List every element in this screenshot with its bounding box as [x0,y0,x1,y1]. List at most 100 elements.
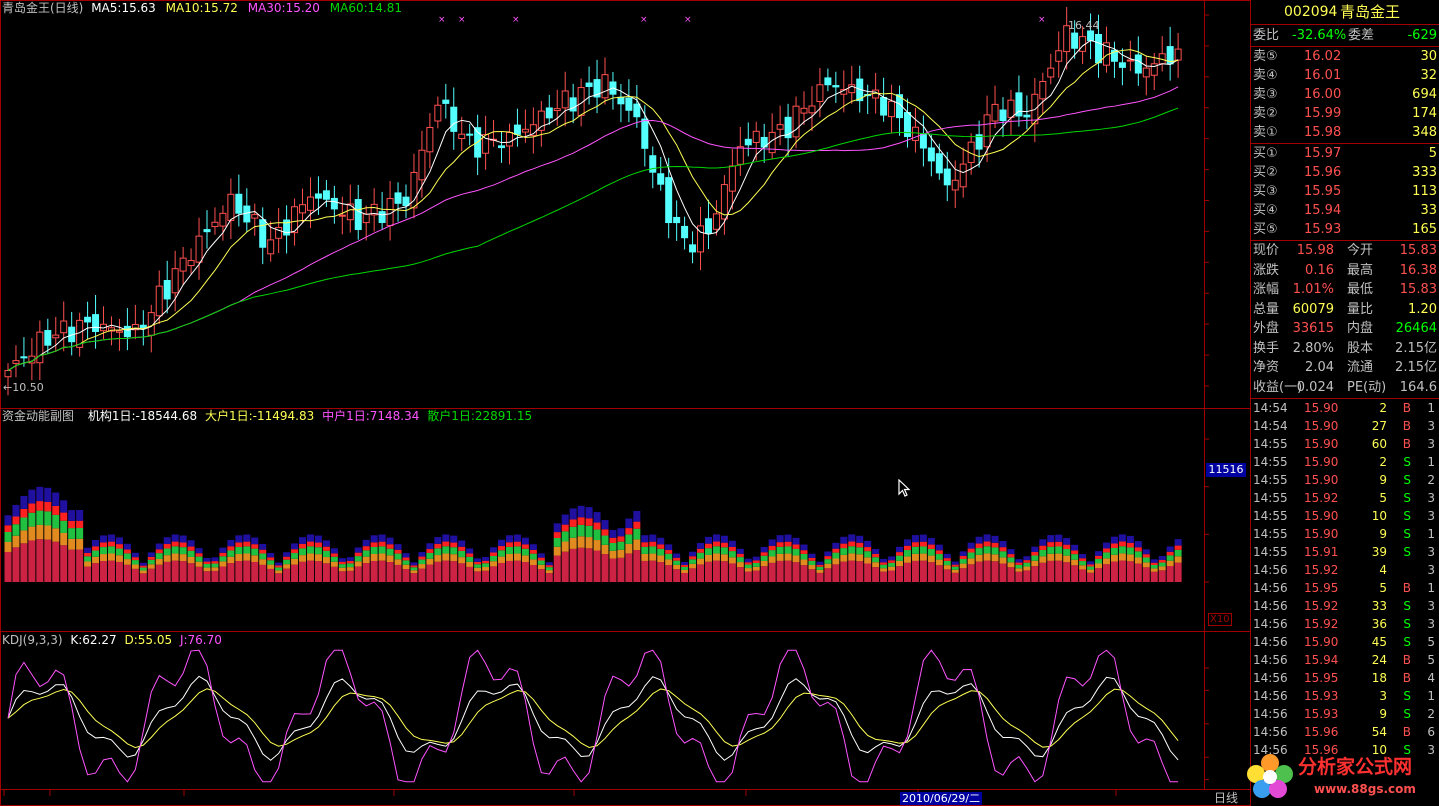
candle [919,133,927,149]
fund-bar [1047,535,1055,543]
stock-name: 青岛金王 [1340,3,1401,21]
fund-bar [12,547,20,582]
fund-bar [338,571,346,582]
fund-bar [999,547,1007,552]
candle [1015,92,1023,117]
fund-bar [1007,554,1015,558]
fund-bar [951,569,959,573]
fund-bar [625,553,633,582]
fund-bar [171,546,179,554]
tick-count: 5 [1427,653,1435,667]
fund-bar [760,552,768,556]
stat-label: 今开 [1347,243,1374,258]
fund-bar [911,553,919,561]
fund-bar [760,546,768,553]
fund-bar [354,561,362,567]
fund-bar [474,564,482,568]
fund-bar [1110,548,1118,555]
stat-value: 1.01% [1292,282,1334,297]
ma60-readout: MA60:14.81 [329,1,402,15]
tick-count: 1 [1427,527,1435,541]
fund-bar [609,558,617,582]
candle [657,173,665,185]
fund-bar [505,553,513,561]
fund-bar [991,535,999,543]
fund-bar [474,571,482,582]
candle [816,84,824,102]
candle [625,97,633,111]
fund-bar [115,537,123,545]
candle [378,211,386,223]
fund-bar [123,564,131,582]
fund-bar [1031,555,1039,561]
fund-bar [1134,557,1142,564]
buy-level: 买⑤ 15.93 165 [1252,220,1439,239]
sell-level: 卖① 15.98 348 [1252,123,1439,142]
fund-bar [211,563,219,568]
fund-bar [36,501,44,511]
fund-bar [354,566,362,582]
level-volume: 32 [1420,68,1437,83]
fund-bar [880,571,888,582]
fund-bar [84,566,92,582]
fund-bar [983,534,991,542]
tick-side: S [1403,617,1411,631]
tick-count: 3 [1427,617,1435,631]
fund-bar [529,549,537,554]
level-price: 16.02 [1304,49,1342,64]
fund-bar [784,560,792,582]
fund-bar [625,518,633,529]
fund-bar [529,565,537,582]
fund-bar [1071,554,1079,560]
stat-label: 最低 [1347,282,1374,297]
fund-bar [792,555,800,563]
fund-bar [641,535,649,543]
candle [92,314,100,332]
fund-bar [816,561,824,565]
fund-bar [911,546,919,554]
chart-area[interactable]: × × × × × × [0,0,1252,806]
cursor-date: 2010/06/29/二 [900,792,983,805]
fund-bar [848,546,856,554]
big-flow: 大户1日:-11494.83 [204,409,315,423]
fund-bar [1079,554,1087,559]
fund-bar [545,573,553,582]
candle [4,370,12,378]
signal-mark: × [438,15,446,25]
fund-bar [1007,562,1015,568]
level-volume: 5 [1428,146,1437,161]
fund-bar [967,548,975,553]
fund-bar [935,544,943,551]
fund-bar [577,524,585,537]
fund-bar [442,541,450,547]
fund-bar [251,561,259,582]
fund-bar [585,548,593,582]
watermark: 分析家公式网 www.88gs.com [1240,748,1439,806]
candle [728,165,736,192]
fund-bar [219,561,227,567]
fund-bar [800,565,808,582]
fund-bar [537,569,545,582]
tick-volume: 9 [1379,707,1387,721]
fund-bar [880,564,888,569]
period-button[interactable]: 日线 [1214,791,1239,805]
fund-bar [1174,556,1182,563]
fund-bar [306,560,314,582]
candle [12,360,20,364]
fund-bar [76,538,84,550]
fund-bar [434,543,442,549]
fund-bar [824,568,832,582]
fund-bar [673,560,681,565]
stat-label: 最高 [1347,262,1374,278]
tick-side: S [1403,599,1411,613]
fund-bar [291,543,299,550]
stat-label: PE(动) [1347,379,1387,395]
fund-bar [872,562,880,568]
fund-bar [768,556,776,563]
level-volume: 348 [1412,125,1437,140]
fund-bar [1039,539,1047,546]
fund-bar [919,546,927,554]
tick-time: 14:56 [1253,581,1288,595]
fund-bar [601,544,609,555]
stat-row: 收益(一) 0.024 PE(动) 164.6 [1252,378,1439,397]
